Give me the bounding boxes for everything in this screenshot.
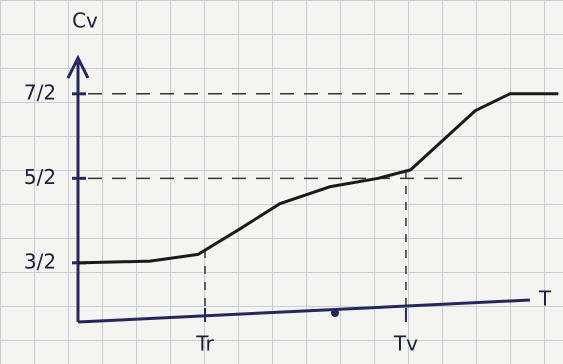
x-axis: [78, 300, 530, 322]
x-axis-label: T: [538, 287, 552, 311]
chart: Cv T 3/2 5/2 7/2 Tr Tv: [0, 0, 563, 364]
axis-dot: [331, 309, 339, 317]
x-tick-label: Tr: [195, 332, 214, 356]
y-tick-label: 3/2: [24, 249, 56, 273]
data-line: [78, 94, 558, 263]
chart-title: Cv: [72, 9, 98, 33]
y-tick-label: 7/2: [24, 80, 56, 104]
x-tick-label: Tv: [393, 332, 418, 356]
y-tick-label: 5/2: [24, 165, 56, 189]
